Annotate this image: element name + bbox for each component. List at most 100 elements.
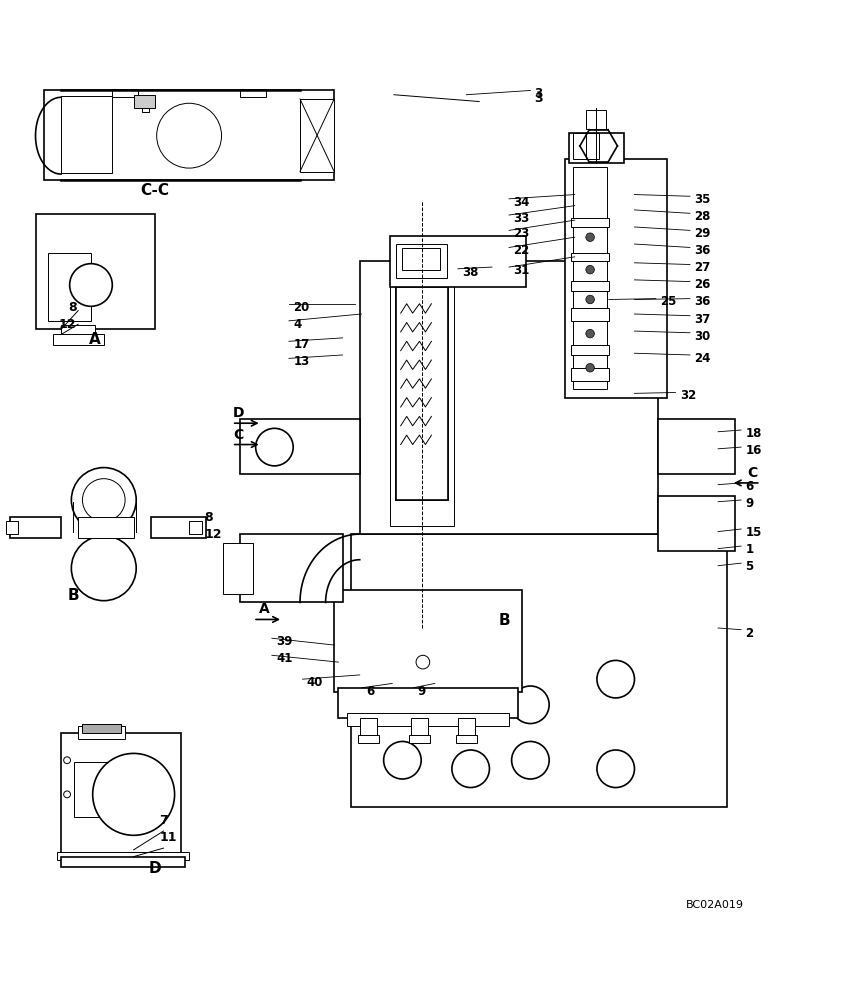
Circle shape [63,757,70,764]
Text: 13: 13 [294,355,309,368]
Text: 8: 8 [205,511,213,524]
Text: 34: 34 [514,196,530,209]
Bar [10,517,61,538]
Text: 27: 27 [694,261,710,274]
Text: 28: 28 [694,210,710,223]
Text: 6: 6 [746,480,753,493]
Bar [411,718,428,739]
Bar [389,236,526,287]
Text: 9: 9 [746,497,753,510]
Bar [300,99,334,172]
Text: C: C [747,466,758,480]
Text: B: B [68,588,80,603]
Bar [338,688,518,718]
Circle shape [82,479,125,521]
Bar [564,159,667,398]
Text: 5: 5 [746,560,753,573]
Text: A: A [259,602,270,616]
Circle shape [71,468,136,532]
Text: B: B [499,613,510,628]
Bar [241,89,266,97]
Bar [61,325,95,338]
Text: 40: 40 [306,676,324,689]
Bar [347,713,509,726]
Bar [402,248,440,270]
Circle shape [597,660,634,698]
Bar [6,521,19,534]
Circle shape [586,363,594,372]
Bar [389,270,454,526]
Bar [48,253,91,321]
Text: 11: 11 [159,831,176,844]
Circle shape [512,741,550,779]
Bar [78,517,134,538]
Circle shape [165,112,213,160]
Circle shape [416,655,430,669]
Bar [571,368,609,381]
Text: C: C [234,428,244,442]
Bar [112,89,138,97]
Bar [395,287,449,500]
Text: 3: 3 [535,87,543,100]
Text: C-C: C-C [140,183,169,198]
Circle shape [586,233,594,241]
Bar [151,517,206,538]
Bar [571,281,609,291]
Text: 26: 26 [694,278,710,291]
Text: 4: 4 [294,318,301,331]
Text: 9: 9 [418,685,426,698]
Text: 39: 39 [276,635,293,648]
Text: 3: 3 [535,92,544,105]
Text: 23: 23 [514,227,530,240]
Text: 12: 12 [205,528,222,541]
Circle shape [69,264,112,306]
Text: 18: 18 [746,427,762,440]
Text: 2: 2 [746,627,753,640]
Circle shape [597,750,634,788]
Bar [61,857,185,867]
Text: BC02A019: BC02A019 [686,900,744,910]
Text: D: D [149,861,161,876]
Bar [61,96,112,173]
Bar [658,496,735,551]
Circle shape [452,750,490,788]
Circle shape [586,329,594,338]
Text: 29: 29 [694,227,710,240]
Text: D: D [233,406,244,420]
Circle shape [383,686,421,724]
Circle shape [256,428,294,466]
Text: 37: 37 [694,313,710,326]
Text: 1: 1 [746,543,753,556]
Circle shape [92,753,175,835]
Text: 38: 38 [462,266,479,279]
Circle shape [71,536,136,601]
Text: 36: 36 [694,295,710,308]
Circle shape [157,103,222,168]
Text: 32: 32 [680,389,696,402]
Bar [358,735,378,743]
Text: 35: 35 [694,193,710,206]
Text: 33: 33 [514,212,530,225]
Bar [586,110,606,129]
Bar [571,218,609,227]
Bar [241,419,360,474]
Bar [35,214,155,329]
Bar [134,95,155,108]
Text: A: A [89,332,101,347]
Text: 41: 41 [276,652,293,665]
Text: 30: 30 [694,330,710,343]
Text: 6: 6 [366,685,375,698]
Bar [568,133,624,163]
Bar [395,287,449,500]
Bar [74,762,108,817]
Bar [573,133,586,159]
Text: 31: 31 [514,264,530,277]
Text: 12: 12 [59,318,76,331]
Text: 16: 16 [746,444,762,457]
Circle shape [586,265,594,274]
Circle shape [512,686,550,724]
Text: 22: 22 [514,244,530,257]
Text: 17: 17 [294,338,309,351]
Bar [223,543,253,594]
Text: 7: 7 [159,814,168,827]
